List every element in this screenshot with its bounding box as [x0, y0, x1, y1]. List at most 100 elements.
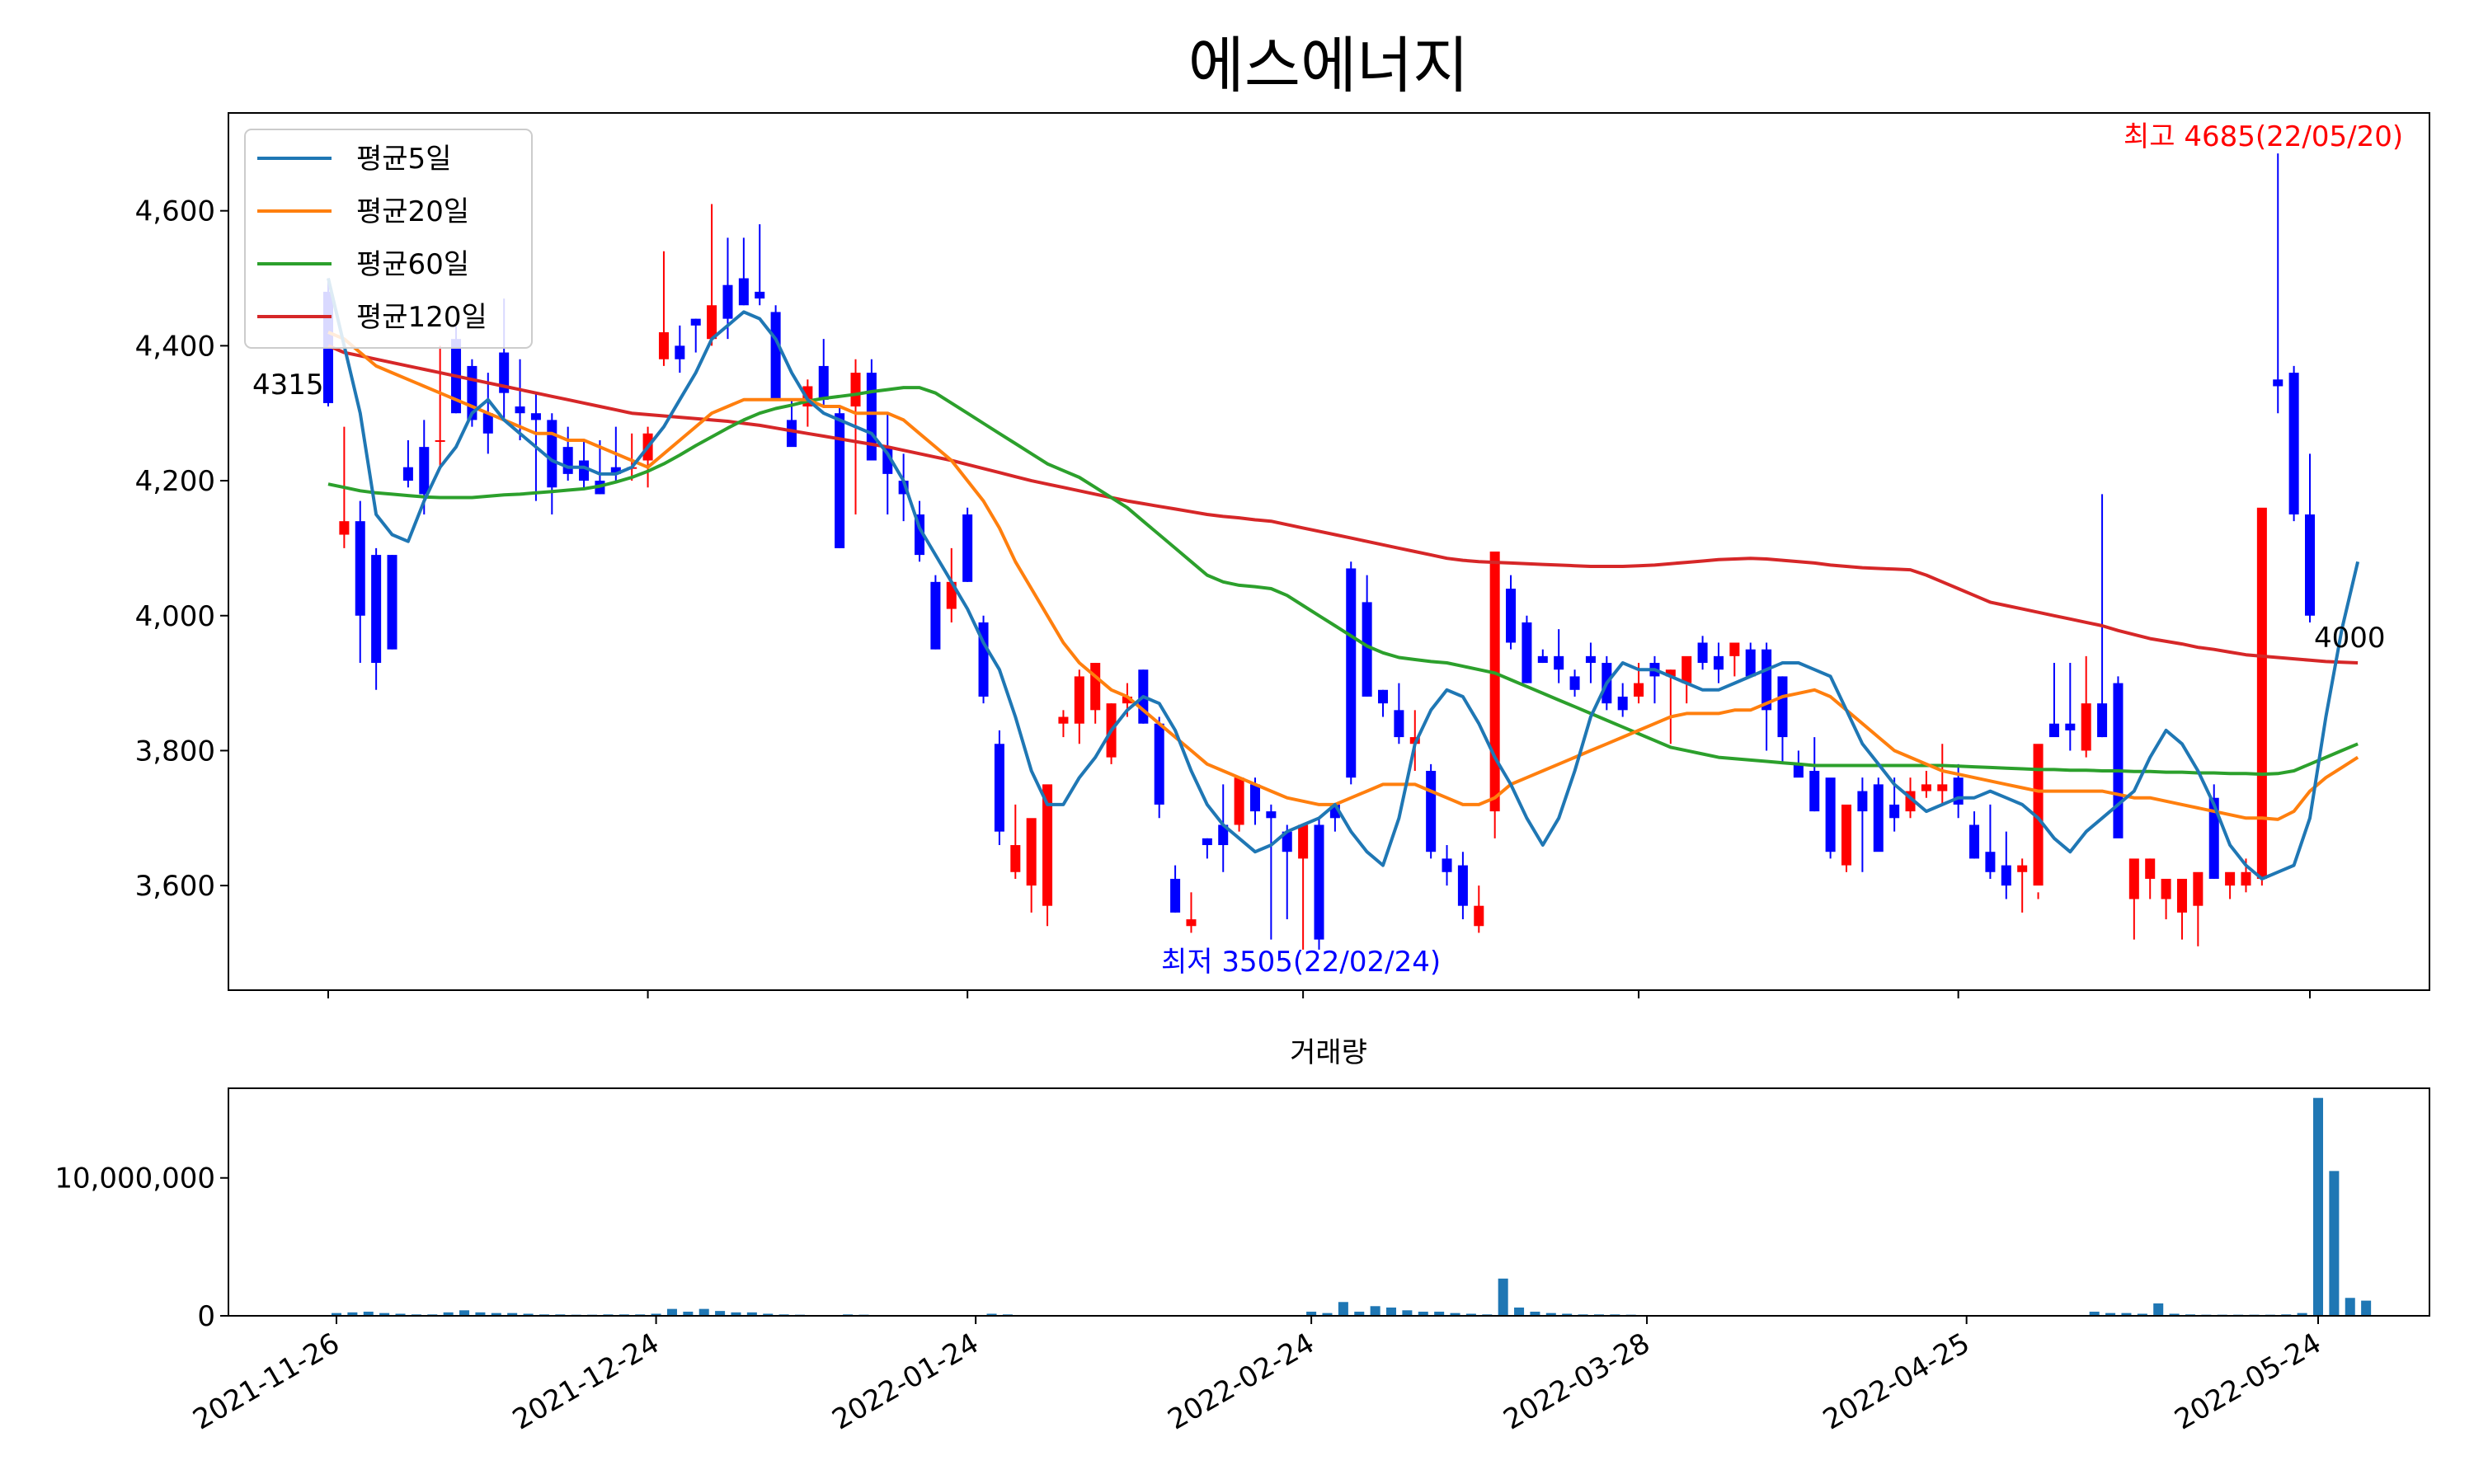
volume-bar [731, 1312, 741, 1316]
candle [1010, 804, 1021, 879]
candle-body [1665, 669, 1676, 677]
candle-body [1809, 771, 1820, 812]
volume-panel: 거래량 0 10,000,000 2021-11-26 2021-12-24 2022… [54, 1036, 2430, 1437]
volume-bar [763, 1313, 774, 1316]
last-close-label: 4000 [2314, 622, 2386, 655]
volume-bar [1418, 1311, 1428, 1316]
candle [675, 325, 685, 373]
candle [882, 413, 893, 514]
candle-body [1010, 845, 1021, 872]
candle-body [2273, 379, 2284, 387]
date-tick-label: 2022-03-28 [1498, 1327, 1655, 1436]
candle-body [1825, 777, 1836, 852]
candle-body [2128, 858, 2139, 899]
candle [770, 305, 781, 400]
candle-body [1681, 655, 1692, 683]
volume-bar [1450, 1313, 1460, 1316]
candle-body [1634, 683, 1644, 697]
candle-body [1761, 649, 1772, 711]
candle [1346, 561, 1357, 785]
candle [2048, 663, 2059, 738]
volume-bar [1465, 1313, 1476, 1316]
candle-body [2033, 744, 2044, 886]
candle-body [738, 278, 749, 306]
candle [1921, 771, 1931, 798]
candle [1489, 552, 1500, 838]
candle [1457, 852, 1468, 920]
candle [579, 439, 590, 488]
price-y-tick-label: 3,600 [135, 870, 215, 903]
candle-body [435, 439, 445, 442]
legend-label: 평균120일 [356, 301, 487, 334]
candle [2033, 744, 2044, 899]
candle-body [1026, 818, 1037, 886]
candle-body [2001, 865, 2011, 886]
candle [1985, 804, 1996, 879]
candle-body [2145, 858, 2156, 879]
volume-bar [2137, 1313, 2147, 1316]
candle [2208, 784, 2219, 879]
candle [2288, 365, 2299, 522]
legend-item: 평균5일 [257, 143, 451, 176]
volume-bar [2089, 1311, 2100, 1316]
price-x-axis [327, 990, 2311, 998]
candle [962, 507, 973, 582]
candle [1554, 629, 1564, 683]
volume-bar [1338, 1302, 1348, 1316]
volume-bar [347, 1312, 358, 1316]
candle [2065, 663, 2076, 751]
candle [1314, 818, 1324, 950]
candle [1569, 669, 1580, 697]
candle [2017, 858, 2028, 913]
candle-body [1090, 663, 1101, 711]
candle [1266, 804, 1277, 940]
candle [1873, 777, 1884, 852]
candle [2161, 878, 2171, 920]
candle [1426, 763, 1437, 859]
ma120-line [327, 344, 2359, 665]
legend-label: 평균5일 [356, 143, 451, 176]
candle [435, 345, 445, 467]
candle-body [1234, 777, 1244, 825]
volume-bar [331, 1313, 342, 1316]
candle-body [1522, 622, 1532, 683]
volume-bar-series [331, 1097, 2372, 1316]
candle-body [818, 365, 829, 400]
candle-body [1841, 804, 1852, 866]
date-tick-label: 2021-11-26 [187, 1327, 345, 1436]
volume-bar [2345, 1298, 2355, 1316]
candle-body [2176, 878, 2187, 913]
candle [1522, 615, 1532, 683]
volume-bar [986, 1313, 997, 1316]
candlestick-series [322, 153, 2316, 950]
date-tick-label: 2022-01-24 [827, 1327, 985, 1436]
volume-bar [698, 1308, 709, 1316]
candle [387, 555, 397, 650]
candle-body [355, 521, 365, 616]
candle-body [1793, 763, 1804, 778]
volume-bar [2312, 1097, 2324, 1316]
candle [1681, 655, 1692, 704]
candle [1761, 642, 1772, 751]
candle-body [2225, 871, 2236, 886]
date-tick-label: 2021-12-24 [507, 1327, 665, 1436]
candle [642, 426, 653, 488]
candle [2097, 494, 2108, 738]
candle-body [1298, 824, 1309, 859]
volume-bar [2361, 1300, 2372, 1316]
volume-bar [2329, 1171, 2340, 1316]
candle-body [1889, 804, 1900, 819]
price-y-tick-label: 4,600 [135, 195, 215, 228]
volume-bar [1402, 1310, 1413, 1316]
candle-body [2113, 683, 2124, 838]
candle [2176, 878, 2187, 940]
volume-bar [2121, 1313, 2132, 1316]
candle-body [930, 581, 941, 650]
candle-body [1457, 865, 1468, 906]
candle [627, 433, 637, 481]
volume-bar [1386, 1307, 1397, 1316]
candle [547, 413, 557, 514]
candle-body [1266, 811, 1277, 819]
candle [1649, 655, 1660, 704]
